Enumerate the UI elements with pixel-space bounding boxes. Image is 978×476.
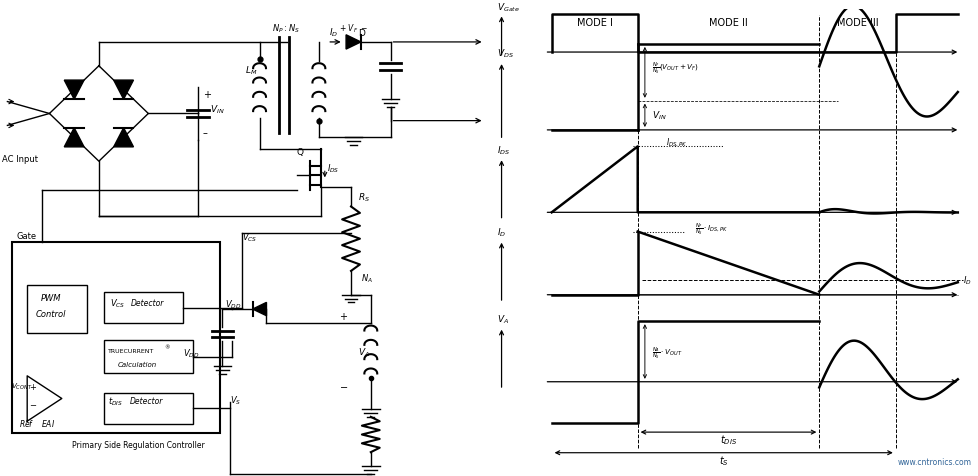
Text: www.cntronics.com: www.cntronics.com [897,457,971,466]
Text: Calculation: Calculation [117,362,156,367]
Text: Detector: Detector [129,397,162,406]
Text: $Ref$: $Ref$ [19,417,34,428]
Text: $V_A$: $V_A$ [358,346,370,358]
Text: $I_{DS,PK}$: $I_{DS,PK}$ [666,136,688,149]
Text: PWM: PWM [40,293,61,302]
Text: $N_P : N_S$: $N_P : N_S$ [272,22,299,34]
Text: $V_{IN}$: $V_{IN}$ [210,103,225,115]
Text: $+$: $+$ [338,310,347,321]
Text: $t_{DIS}$: $t_{DIS}$ [108,395,122,407]
Text: $t_{DIS}$: $t_{DIS}$ [719,432,736,446]
Text: $-$: $-$ [338,380,347,390]
Text: –: – [202,128,207,138]
Text: Primary Side Regulation Controller: Primary Side Regulation Controller [71,440,204,449]
Text: $EAI$: $EAI$ [40,417,55,428]
Text: $I_{DS}$: $I_{DS}$ [496,144,510,157]
Text: $V_{DS}$: $V_{DS}$ [496,48,513,60]
Text: +: + [202,89,210,99]
Text: $+$: $+$ [28,381,36,391]
Bar [27,286,86,333]
Text: $+\ V_F\ -$: $+\ V_F\ -$ [338,22,368,34]
Text: AC Input: AC Input [3,155,38,164]
Text: $V_{DD}$: $V_{DD}$ [225,298,242,310]
Text: $V_A$: $V_A$ [496,313,509,326]
Text: $V_{IN}$: $V_{IN}$ [651,109,666,122]
Text: MODE II: MODE II [708,18,747,28]
Bar [104,340,193,374]
Text: MODE I: MODE I [576,18,612,28]
Text: $I_D$: $I_D$ [496,227,506,239]
Text: $N_A$: $N_A$ [361,272,373,284]
Text: $V_{CONT}$: $V_{CONT}$ [11,381,32,391]
Text: $V_{DD}$: $V_{DD}$ [183,347,200,359]
Polygon shape [346,36,361,50]
Text: $\frac{N_P}{N_S} \cdot I_{DS,PK}$: $\frac{N_P}{N_S} \cdot I_{DS,PK}$ [694,220,727,237]
Text: Control: Control [35,309,67,318]
Polygon shape [113,129,133,148]
Polygon shape [252,303,266,316]
Text: Q: Q [296,148,303,157]
Text: $\frac{N_A}{N_S} \cdot V_{OUT}$: $\frac{N_A}{N_S} \cdot V_{OUT}$ [651,345,682,361]
Bar [104,293,183,324]
Bar [13,243,220,433]
Text: $L_M$: $L_M$ [244,65,257,77]
Text: ®: ® [164,345,169,349]
Text: $I_D$: $I_D$ [329,27,337,39]
Text: $V_{CS}$: $V_{CS}$ [110,297,125,309]
Text: Detector: Detector [131,298,164,307]
Text: $R_S$: $R_S$ [358,191,370,203]
Text: $V_{CS}$: $V_{CS}$ [242,231,257,244]
Polygon shape [65,129,84,148]
Text: $t_S$: $t_S$ [718,453,728,466]
Text: TRUECURRENT: TRUECURRENT [108,348,154,353]
Text: $V_{Gate}$: $V_{Gate}$ [496,1,519,14]
Text: $\frac{N_P}{N_S}(V_{OUT}+V_F)$: $\frac{N_P}{N_S}(V_{OUT}+V_F)$ [651,60,698,76]
Text: MODE III: MODE III [836,18,877,28]
Text: $I_{DS}$: $I_{DS}$ [327,162,339,175]
Text: $-$: $-$ [28,398,37,407]
Text: Gate: Gate [17,232,36,241]
Bar [104,393,193,424]
Text: $I_D$: $I_D$ [961,274,970,286]
Polygon shape [113,81,133,100]
Polygon shape [65,81,84,100]
Text: $V_S$: $V_S$ [230,393,241,406]
Text: D: D [358,29,365,38]
